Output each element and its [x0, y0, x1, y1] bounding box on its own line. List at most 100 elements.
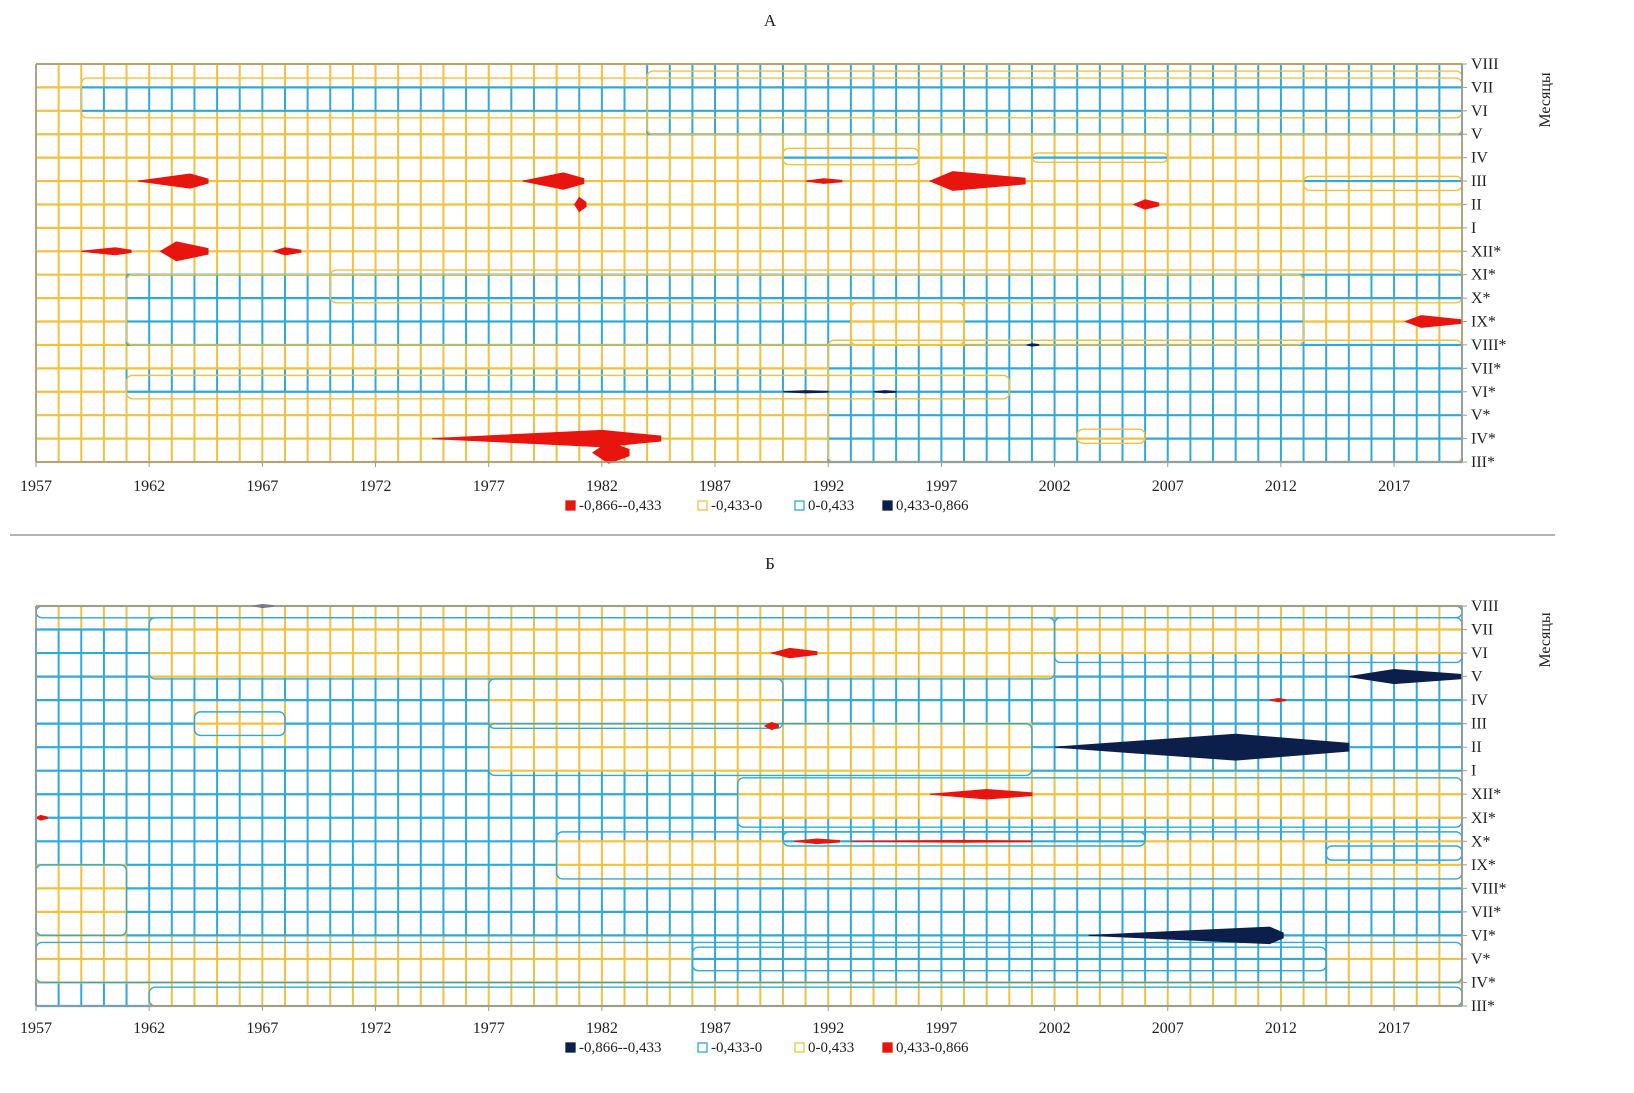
x-tick-label: 1977 [473, 1020, 505, 1037]
y-tick-label: III [1471, 716, 1487, 733]
legend-label: 0-0,433 [808, 1040, 854, 1056]
chart-title: А [764, 11, 777, 30]
legend-label: 0,433-0,866 [896, 1040, 969, 1056]
y-tick-label: XII* [1471, 243, 1501, 260]
panel-b: Б 1957 1962 1967 1972 1977 1982 1987 1992 1997 200… [20, 554, 1554, 1056]
extreme-region [1132, 199, 1160, 210]
y-tick-label: VI* [1471, 927, 1496, 944]
extreme-region [432, 429, 662, 448]
extreme-region [1088, 926, 1284, 945]
legend-swatch [697, 1042, 708, 1053]
legend-label: -0,866--0,433 [579, 1040, 662, 1056]
y-tick-label: I [1471, 763, 1476, 780]
x-tick-label: 2007 [1152, 478, 1184, 495]
x-tick-label: 1977 [473, 478, 505, 495]
chart-title: Б [765, 554, 775, 573]
y-axis-title: Месяцы [1537, 612, 1554, 668]
contour-line [1076, 428, 1146, 444]
y-tick-label: X* [1471, 833, 1491, 850]
x-tick-label: 2012 [1265, 478, 1297, 495]
panel-a: А 1957 1962 1967 1972 1977 1982 1987 1992 1997 200… [20, 11, 1554, 514]
extreme-region [271, 247, 302, 256]
extreme-region [137, 173, 209, 189]
legend-label: 0-0,433 [808, 498, 854, 514]
x-tick-label: 2012 [1265, 1020, 1297, 1037]
legend-label: -0,866--0,433 [579, 498, 662, 514]
y-tick-label: V* [1471, 407, 1491, 424]
x-tick-label: 1967 [246, 478, 278, 495]
x-tick-label: 1957 [20, 478, 52, 495]
contour-line [487, 678, 784, 730]
y-tick-label: V [1471, 126, 1483, 143]
contour-line [125, 274, 1305, 346]
legend: -0,866--0,433 -0,433-0 0-0,433 0,433-0,866 [565, 1040, 969, 1056]
y-tick-label: IV* [1471, 431, 1496, 448]
y-tick-label: XI* [1471, 267, 1496, 284]
x-tick-label: 2007 [1152, 1020, 1184, 1037]
legend-label: -0,433-0 [711, 498, 762, 514]
contour-line [1031, 152, 1169, 164]
x-tick-label: 1987 [699, 1020, 731, 1037]
extreme-region [522, 172, 585, 190]
legend-label: -0,433-0 [711, 1040, 762, 1056]
x-tick-label: 1997 [925, 1020, 957, 1037]
grid [35, 604, 1463, 1008]
x-tick-label: 2002 [1039, 1020, 1071, 1037]
y-tick-label: V [1471, 669, 1483, 686]
x-tick-label: 1982 [586, 1020, 618, 1037]
x-tick-label: 1997 [925, 478, 957, 495]
contour-line [193, 711, 286, 737]
legend-swatch [565, 1042, 576, 1053]
extreme-region [1348, 669, 1463, 685]
extreme-region [1025, 343, 1040, 347]
y-tick-label: IV [1471, 150, 1488, 167]
y-tick-label: V* [1471, 951, 1491, 968]
contour-line [691, 946, 1327, 972]
extreme-region [850, 839, 1033, 843]
extreme-region [1269, 697, 1286, 703]
x-tick-label: 1972 [360, 1020, 392, 1037]
x-tick-label: 1962 [133, 478, 165, 495]
legend-swatch [882, 1042, 893, 1053]
x-tick-label: 2017 [1378, 478, 1410, 495]
y-tick-label: VII [1471, 79, 1493, 96]
y-tick-label: IX* [1471, 857, 1496, 874]
y-tick-label: III* [1471, 998, 1495, 1015]
legend-swatch [882, 500, 893, 511]
y-tick-label: IX* [1471, 314, 1496, 331]
x-tick-label: 1962 [133, 1020, 165, 1037]
y-tick-label: II [1471, 196, 1482, 213]
y-tick-label: VII [1471, 622, 1493, 639]
y-tick-label: VIII [1471, 598, 1499, 615]
y-tick-label: VI [1471, 645, 1488, 662]
legend-swatch [794, 1042, 805, 1053]
legend-label: 0,433-0,866 [896, 498, 969, 514]
x-tick-label: 1992 [812, 478, 844, 495]
y-tick-label: XII* [1471, 786, 1501, 803]
legend: -0,866--0,433 -0,433-0 0-0,433 0,433-0,866 [565, 498, 969, 514]
legend-swatch [565, 500, 576, 511]
grid [35, 62, 1463, 464]
y-tick-label: VIII [1471, 56, 1499, 73]
extreme-region [1403, 315, 1463, 328]
y-tick-label: VI* [1471, 384, 1496, 401]
extreme-region [574, 196, 587, 213]
extreme-region [930, 789, 1033, 800]
extreme-region [928, 171, 1026, 191]
y-tick-label: VIII* [1471, 337, 1507, 354]
contour-line [782, 831, 1146, 847]
y-tick-label: X* [1471, 290, 1491, 307]
contour-line [35, 605, 1463, 619]
extreme-region [81, 247, 132, 256]
x-tick-label: 1967 [246, 1020, 278, 1037]
contour-line [35, 941, 1463, 984]
contour-line [1302, 175, 1463, 192]
contour-line [782, 147, 920, 166]
extreme-region [159, 241, 209, 262]
y-tick-label: III* [1471, 454, 1495, 471]
y-tick-label: I [1471, 220, 1476, 237]
x-tick-label: 2017 [1378, 1020, 1410, 1037]
x-tick-label: 1987 [699, 478, 731, 495]
extreme-region [873, 390, 897, 394]
